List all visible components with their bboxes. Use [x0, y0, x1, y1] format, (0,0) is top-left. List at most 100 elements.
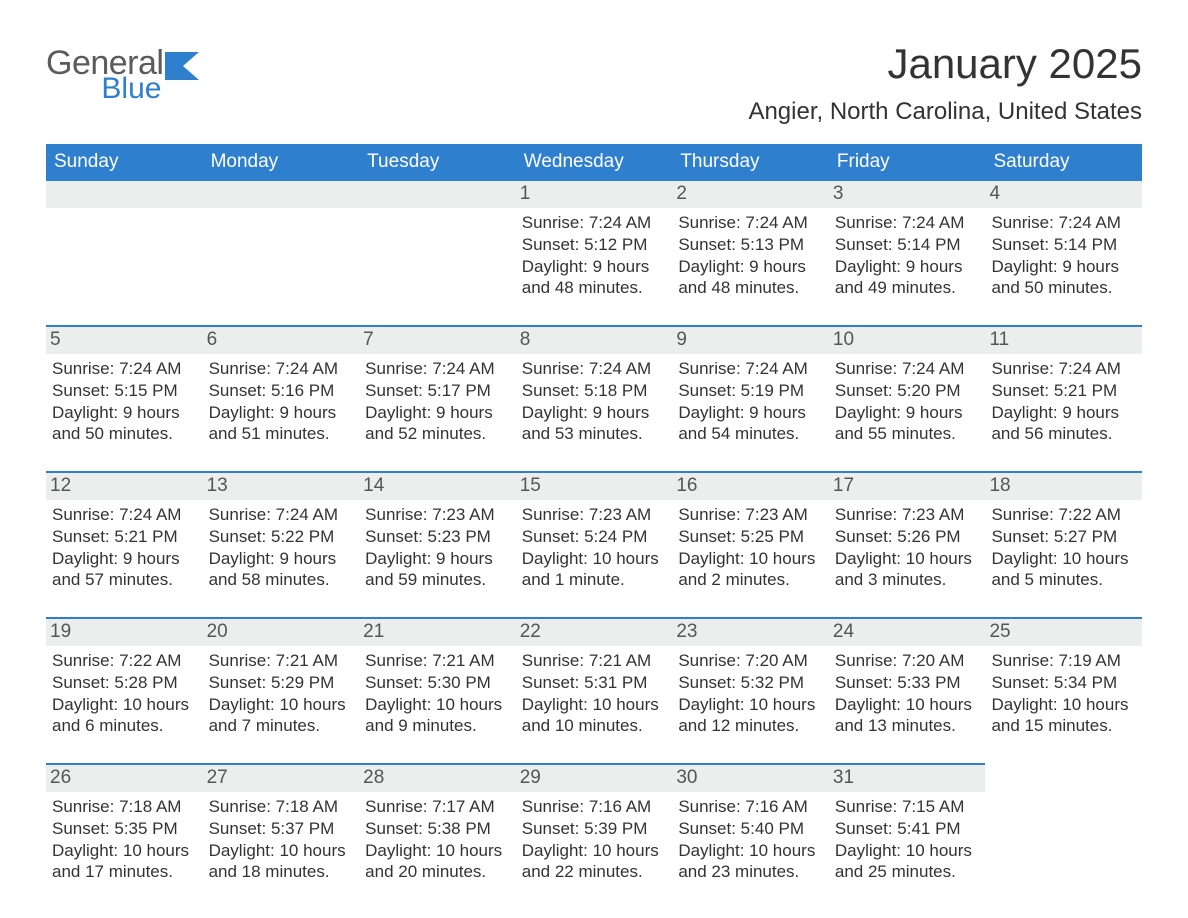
- day-cell: 25 Sunrise: 7:19 AMSunset: 5:34 PMDayligh…: [985, 617, 1142, 763]
- day-cell: 1Sunrise: 7:24 AMSunset: 5:12 PMDaylight…: [516, 181, 673, 325]
- sunset-line: Sunset: 5:32 PM: [678, 672, 823, 694]
- daylight-line: Daylight: 10 hours and 3 minutes.: [835, 548, 980, 592]
- day-details: Sunrise: 7:22 AMSunset: 5:28 PMDaylight:…: [52, 650, 197, 737]
- day-details: Sunrise: 7:23 AMSunset: 5:26 PMDaylight:…: [835, 504, 980, 591]
- day-details: Sunrise: 7:18 AMSunset: 5:37 PMDaylight:…: [209, 796, 354, 883]
- empty-day-bar: [359, 181, 516, 208]
- day-details: Sunrise: 7:23 AMSunset: 5:25 PMDaylight:…: [678, 504, 823, 591]
- sunrise-line: Sunrise: 7:21 AM: [522, 650, 667, 672]
- empty-day-bar: [46, 181, 203, 208]
- day-cell: 26Sunrise: 7:18 AMSunset: 5:35 PMDayligh…: [46, 763, 203, 909]
- day-details: Sunrise: 7:24 AMSunset: 5:13 PMDaylight:…: [678, 212, 823, 299]
- day-number: 10: [829, 325, 986, 354]
- day-number: 14: [359, 471, 516, 500]
- day-number: 20: [203, 617, 360, 646]
- sunrise-line: Sunrise: 7:20 AM: [835, 650, 980, 672]
- sunrise-line: Sunrise: 7:24 AM: [835, 358, 980, 380]
- day-cell: 5Sunrise: 7:24 AMSunset: 5:15 PMDaylight…: [46, 325, 203, 471]
- daylight-line: Daylight: 10 hours and 6 minutes.: [52, 694, 197, 738]
- day-details: Sunrise: 7:21 AMSunset: 5:31 PMDaylight:…: [522, 650, 667, 737]
- day-cell: 4 Sunrise: 7:24 AMSunset: 5:14 PMDaylight…: [985, 181, 1142, 325]
- sunset-line: Sunset: 5:22 PM: [209, 526, 354, 548]
- sunset-line: Sunset: 5:40 PM: [678, 818, 823, 840]
- daylight-line: Daylight: 9 hours and 50 minutes.: [991, 256, 1136, 300]
- day-details: Sunrise: 7:24 AMSunset: 5:20 PMDaylight:…: [835, 358, 980, 445]
- daylight-line: Daylight: 9 hours and 52 minutes.: [365, 402, 510, 446]
- day-cell: 18Sunrise: 7:22 AMSunset: 5:27 PMDayligh…: [985, 471, 1142, 617]
- day-details: Sunrise: 7:24 AMSunset: 5:18 PMDaylight:…: [522, 358, 667, 445]
- sunset-line: Sunset: 5:31 PM: [522, 672, 667, 694]
- day-details: Sunrise: 7:24 AMSunset: 5:14 PMDaylight:…: [835, 212, 980, 299]
- empty-day-bar: [203, 181, 360, 208]
- sunset-line: Sunset: 5:30 PM: [365, 672, 510, 694]
- daylight-line: Daylight: 9 hours and 54 minutes.: [678, 402, 823, 446]
- sunset-line: Sunset: 5:19 PM: [678, 380, 823, 402]
- sunrise-line: Sunrise: 7:24 AM: [678, 212, 823, 234]
- day-number: 2: [672, 181, 829, 208]
- daylight-line: Daylight: 10 hours and 22 minutes.: [522, 840, 667, 884]
- week-row: 1Sunrise: 7:24 AMSunset: 5:12 PMDaylight…: [46, 181, 1142, 325]
- day-cell: 11Sunrise: 7:24 AMSunset: 5:21 PMDayligh…: [985, 325, 1142, 471]
- week-row: 26Sunrise: 7:18 AMSunset: 5:35 PMDayligh…: [46, 763, 1142, 909]
- day-number: 31: [829, 763, 986, 792]
- sunset-line: Sunset: 5:15 PM: [52, 380, 197, 402]
- sunset-line: Sunset: 5:20 PM: [835, 380, 980, 402]
- daylight-line: Daylight: 9 hours and 48 minutes.: [678, 256, 823, 300]
- day-number: 8: [516, 325, 673, 354]
- sunset-line: Sunset: 5:14 PM: [835, 234, 980, 256]
- month-title: January 2025: [748, 40, 1142, 88]
- logo-text: General Blue: [46, 46, 163, 104]
- day-details: Sunrise: 7:24 AMSunset: 5:12 PMDaylight:…: [522, 212, 667, 299]
- day-cell: 19 Sunrise: 7:22 AMSunset: 5:28 PMDayligh…: [46, 617, 203, 763]
- sunrise-line: Sunrise: 7:22 AM: [991, 504, 1136, 526]
- sunrise-line: Sunrise: 7:20 AM: [678, 650, 823, 672]
- day-details: Sunrise: 7:16 AMSunset: 5:40 PMDaylight:…: [678, 796, 823, 883]
- daylight-line: Daylight: 10 hours and 1 minute.: [522, 548, 667, 592]
- sunrise-line: Sunrise: 7:24 AM: [52, 358, 197, 380]
- dow-wed: Wednesday: [516, 144, 673, 181]
- day-number: 6: [203, 325, 360, 354]
- daylight-line: Daylight: 9 hours and 58 minutes.: [209, 548, 354, 592]
- day-number: 4: [985, 181, 1142, 208]
- sunrise-line: Sunrise: 7:24 AM: [522, 212, 667, 234]
- daylight-line: Daylight: 10 hours and 20 minutes.: [365, 840, 510, 884]
- daylight-line: Daylight: 9 hours and 49 minutes.: [835, 256, 980, 300]
- sunset-line: Sunset: 5:14 PM: [991, 234, 1136, 256]
- daylight-line: Daylight: 10 hours and 9 minutes.: [365, 694, 510, 738]
- day-details: Sunrise: 7:24 AMSunset: 5:22 PMDaylight:…: [209, 504, 354, 591]
- sunset-line: Sunset: 5:34 PM: [991, 672, 1136, 694]
- dow-thu: Thursday: [672, 144, 829, 181]
- day-cell: 20Sunrise: 7:21 AMSunset: 5:29 PMDayligh…: [203, 617, 360, 763]
- day-number: 18: [985, 471, 1142, 500]
- daylight-line: Daylight: 10 hours and 23 minutes.: [678, 840, 823, 884]
- sunrise-line: Sunrise: 7:17 AM: [365, 796, 510, 818]
- sunrise-line: Sunrise: 7:24 AM: [991, 212, 1136, 234]
- day-cell: [985, 763, 1142, 909]
- day-cell: 15Sunrise: 7:23 AMSunset: 5:24 PMDayligh…: [516, 471, 673, 617]
- day-cell: [46, 181, 203, 325]
- day-number: 16: [672, 471, 829, 500]
- daylight-line: Daylight: 9 hours and 59 minutes.: [365, 548, 510, 592]
- sunrise-line: Sunrise: 7:23 AM: [678, 504, 823, 526]
- sunrise-line: Sunrise: 7:24 AM: [52, 504, 197, 526]
- daylight-line: Daylight: 9 hours and 50 minutes.: [52, 402, 197, 446]
- day-cell: 23Sunrise: 7:20 AMSunset: 5:32 PMDayligh…: [672, 617, 829, 763]
- day-number: 25: [985, 617, 1142, 646]
- day-details: Sunrise: 7:19 AMSunset: 5:34 PMDaylight:…: [991, 650, 1136, 737]
- sunset-line: Sunset: 5:29 PM: [209, 672, 354, 694]
- day-details: Sunrise: 7:16 AMSunset: 5:39 PMDaylight:…: [522, 796, 667, 883]
- sunset-line: Sunset: 5:18 PM: [522, 380, 667, 402]
- weeks-container: 1Sunrise: 7:24 AMSunset: 5:12 PMDaylight…: [46, 181, 1142, 909]
- day-number: 19: [46, 617, 203, 646]
- day-cell: 7Sunrise: 7:24 AMSunset: 5:17 PMDaylight…: [359, 325, 516, 471]
- week-row: 19 Sunrise: 7:22 AMSunset: 5:28 PMDayligh…: [46, 617, 1142, 763]
- sunrise-line: Sunrise: 7:24 AM: [835, 212, 980, 234]
- sunset-line: Sunset: 5:33 PM: [835, 672, 980, 694]
- sunset-line: Sunset: 5:21 PM: [52, 526, 197, 548]
- day-details: Sunrise: 7:24 AMSunset: 5:14 PMDaylight:…: [991, 212, 1136, 299]
- header-row: General Blue January 2025 Angier, North …: [46, 40, 1142, 144]
- day-number: 9: [672, 325, 829, 354]
- day-cell: 29Sunrise: 7:16 AMSunset: 5:39 PMDayligh…: [516, 763, 673, 909]
- day-details: Sunrise: 7:20 AMSunset: 5:33 PMDaylight:…: [835, 650, 980, 737]
- day-number: 17: [829, 471, 986, 500]
